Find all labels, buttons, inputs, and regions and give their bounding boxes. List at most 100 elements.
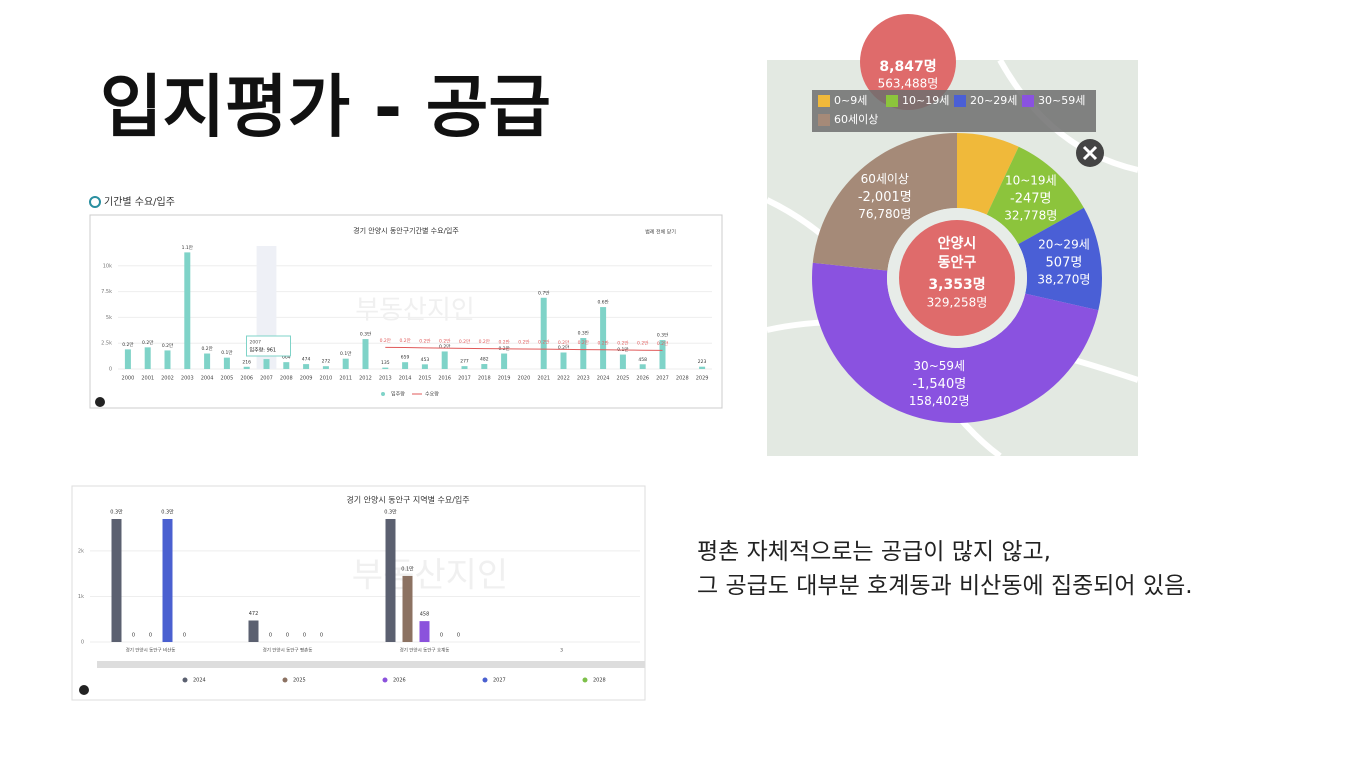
y-tick-label: 2.5k <box>101 341 112 347</box>
bar <box>540 297 547 369</box>
slice-change: -247명 <box>1010 192 1051 207</box>
bar <box>501 353 508 369</box>
close-button[interactable] <box>1076 139 1104 167</box>
x-tick-label: 2015 <box>419 376 432 382</box>
data-label: 0.2만 <box>419 337 430 344</box>
data-label: 272 <box>322 359 331 365</box>
data-label: 216 <box>242 359 251 365</box>
data-label: 0 <box>132 633 135 639</box>
x-tick-label: 2003 <box>181 376 194 382</box>
data-label: 277 <box>460 359 469 365</box>
tooltip-title: 2007 <box>250 340 262 346</box>
data-label: 0.2만 <box>637 340 648 347</box>
center-total: 329,258명 <box>927 296 988 310</box>
data-label: 0.2만 <box>518 338 529 345</box>
data-label: 664 <box>282 355 291 361</box>
bar <box>421 364 428 369</box>
watermark: 부동산지인 <box>355 296 475 326</box>
bar <box>419 621 430 642</box>
slice-total: 158,402명 <box>909 394 970 408</box>
data-label: 0.2만 <box>617 340 628 347</box>
x-tick-label: 2010 <box>320 376 333 382</box>
x-tick-label: 2029 <box>696 376 709 382</box>
bar <box>263 359 270 369</box>
x-tick-label: 2011 <box>339 376 352 382</box>
tooltip <box>246 335 291 357</box>
x-tick-label: 3 <box>560 648 563 654</box>
data-label: 0.2만 <box>122 341 133 348</box>
data-label: 659 <box>401 355 410 361</box>
legend-label: 수요량 <box>425 391 439 398</box>
bar <box>402 362 409 369</box>
bar <box>303 364 310 369</box>
data-label: 453 <box>421 357 430 363</box>
data-label: 0 <box>457 633 460 639</box>
chart-title: 경기 안양시 동안구기간별 수요/입주 <box>353 226 459 235</box>
scrollbar <box>97 661 645 668</box>
slice-total: 38,270명 <box>1037 272 1090 286</box>
donut-slice <box>812 133 957 271</box>
data-label: 0.1만 <box>221 349 232 356</box>
x-tick-label: 2020 <box>518 376 531 382</box>
slice-total: 32,778명 <box>1004 209 1057 223</box>
data-label: 0.2만 <box>459 338 470 345</box>
x-tick-label: 2009 <box>300 376 313 382</box>
bar <box>580 338 587 369</box>
bar <box>342 358 349 369</box>
y-tick-label: 2k <box>78 548 84 554</box>
bar <box>243 366 250 369</box>
slide-title: 입지평가 - 공급 <box>100 69 551 148</box>
data-label: 0 <box>183 633 186 639</box>
x-tick-label: 2028 <box>676 376 689 382</box>
data-label: 0.7만 <box>538 289 549 296</box>
slice-change: -1,540명 <box>912 377 966 392</box>
legend-swatch <box>818 95 830 107</box>
chart-frame <box>89 214 723 409</box>
data-label: 482 <box>480 357 489 363</box>
legend-label: 2028 <box>593 678 606 684</box>
x-tick-label: 2001 <box>141 376 154 382</box>
watermark: 부동산지인 <box>352 556 508 596</box>
bar <box>560 352 567 369</box>
bar <box>248 620 259 642</box>
slice-name: 30~59세 <box>913 359 965 373</box>
data-label: 0 <box>303 633 306 639</box>
x-tick-label: 2002 <box>161 376 174 382</box>
data-label: 0.2만 <box>142 339 153 346</box>
legend-label: 30~59세 <box>1038 94 1085 107</box>
legend-toggle[interactable]: 범례 전체 닫기 <box>645 229 676 236</box>
data-label: 0.6만 <box>597 299 608 306</box>
x-tick-label: 2014 <box>399 376 412 382</box>
data-label: 0.2만 <box>399 337 410 344</box>
legend-swatch <box>886 95 898 107</box>
x-tick-label: 경기 안양시 동안구 비산동 <box>126 647 176 654</box>
slice-name: 20~29세 <box>1038 237 1090 251</box>
data-label: 0.1만 <box>340 350 351 357</box>
bar <box>481 364 488 369</box>
bar <box>659 340 666 369</box>
donut-slice <box>986 146 1084 245</box>
top-bubble <box>860 14 956 110</box>
legend-swatch <box>1022 95 1034 107</box>
x-tick-label: 2013 <box>379 376 392 382</box>
chart-title: 경기 안양시 동안구 지역별 수요/입주 <box>346 495 469 505</box>
center-bubble <box>899 220 1015 336</box>
data-label: 0 <box>286 633 289 639</box>
legend-label: 2025 <box>293 678 306 684</box>
legend-swatch <box>282 677 288 683</box>
x-tick-label: 2026 <box>636 376 649 382</box>
y-tick-label: 7.5k <box>101 289 112 295</box>
data-label: 1.1만 <box>182 244 193 251</box>
data-label: 0 <box>440 633 443 639</box>
legend-swatch <box>482 677 488 683</box>
y-tick-label: 5k <box>106 315 112 321</box>
x-tick-label: 2008 <box>280 376 293 382</box>
slice-change: -2,001명 <box>858 190 912 205</box>
x-tick-label: 2004 <box>201 376 214 382</box>
data-label: 0.2만 <box>597 339 608 346</box>
data-label: 0.3만 <box>384 509 397 516</box>
x-tick-label: 2023 <box>577 376 590 382</box>
bar <box>600 307 607 369</box>
x-tick-label: 경기 안양시 동안구 평촌동 <box>263 647 313 654</box>
